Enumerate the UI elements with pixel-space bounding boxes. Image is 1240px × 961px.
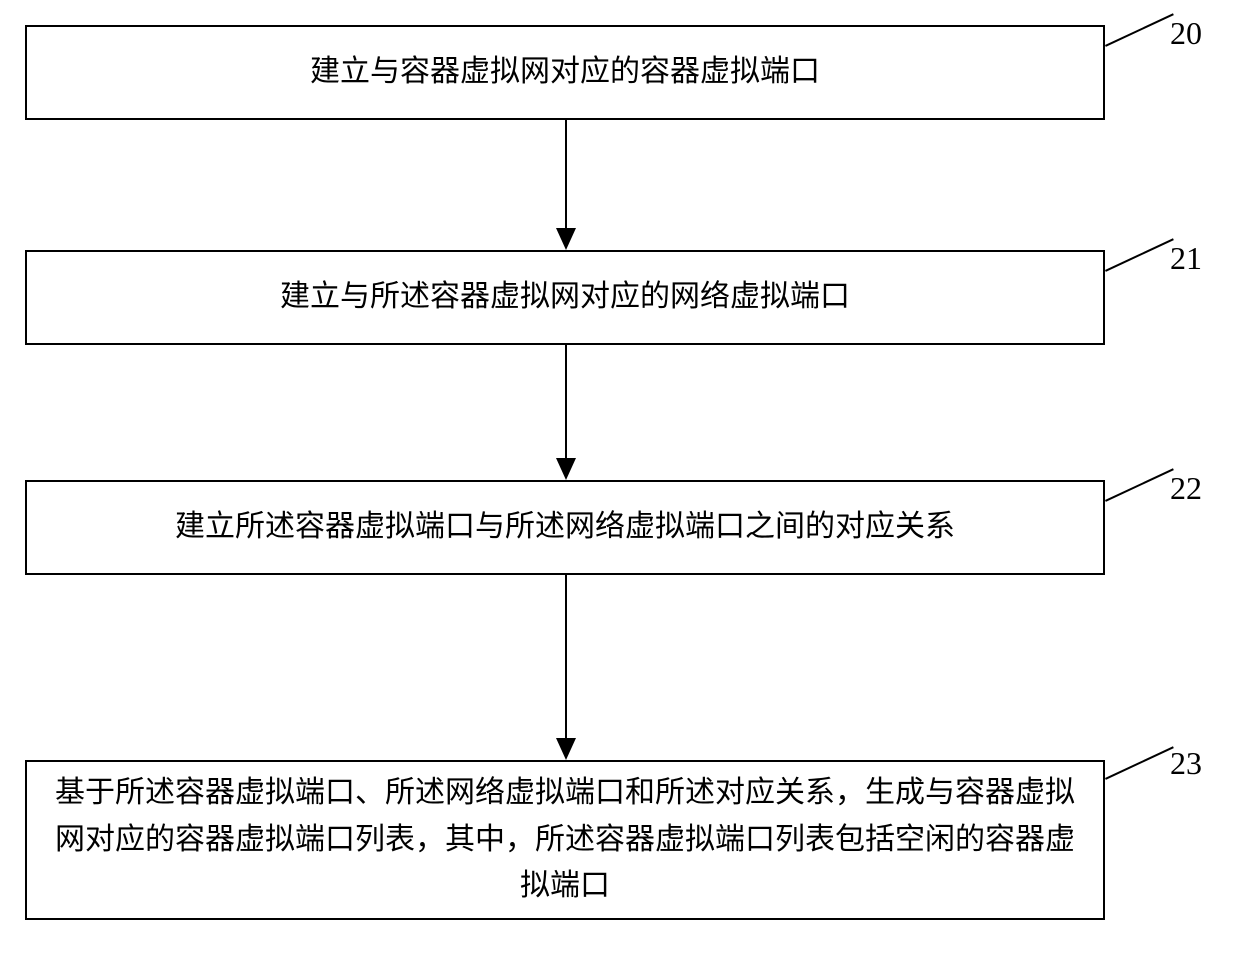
arrow-head-icon [556, 458, 576, 480]
ref-label-23: 23 [1170, 745, 1202, 782]
flow-step-22: 建立所述容器虚拟端口与所述网络虚拟端口之间的对应关系 [25, 480, 1105, 575]
leader-line [1105, 468, 1174, 502]
flow-step-23: 基于所述容器虚拟端口、所述网络虚拟端口和所述对应关系，生成与容器虚拟网对应的容器… [25, 760, 1105, 920]
arrow-head-icon [556, 228, 576, 250]
ref-label-22: 22 [1170, 470, 1202, 507]
flow-step-text: 建立所述容器虚拟端口与所述网络虚拟端口之间的对应关系 [175, 504, 955, 551]
ref-label-20: 20 [1170, 15, 1202, 52]
leader-line [1105, 746, 1174, 780]
flow-step-21: 建立与所述容器虚拟网对应的网络虚拟端口 [25, 250, 1105, 345]
flow-step-text: 基于所述容器虚拟端口、所述网络虚拟端口和所述对应关系，生成与容器虚拟网对应的容器… [47, 770, 1083, 910]
arrow-head-icon [556, 738, 576, 760]
flow-step-text: 建立与所述容器虚拟网对应的网络虚拟端口 [280, 274, 850, 321]
leader-line [1105, 238, 1174, 272]
arrow-line [565, 345, 567, 458]
flow-step-text: 建立与容器虚拟网对应的容器虚拟端口 [310, 49, 820, 96]
leader-line [1105, 13, 1174, 47]
arrow-line [565, 575, 567, 738]
arrow-line [565, 120, 567, 228]
flow-step-20: 建立与容器虚拟网对应的容器虚拟端口 [25, 25, 1105, 120]
ref-label-21: 21 [1170, 240, 1202, 277]
